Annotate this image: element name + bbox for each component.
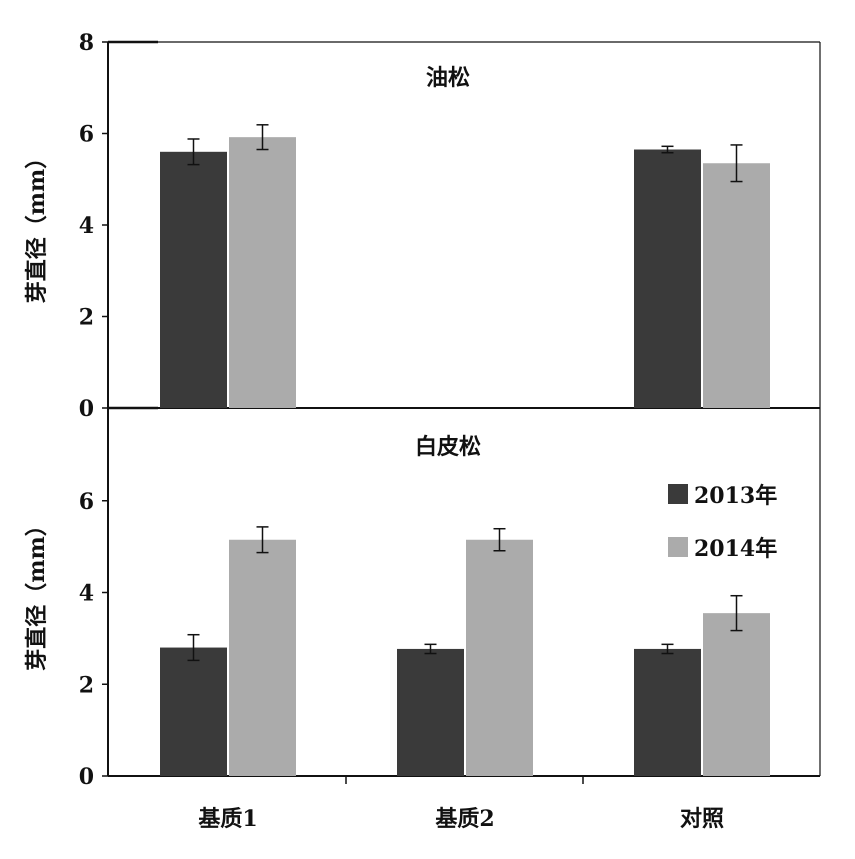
x-category-label: 基质1 [198, 806, 257, 832]
y-tick-label: 0 [79, 396, 94, 422]
legend-swatch-2013 [668, 484, 688, 504]
y-tick-label: 0 [79, 764, 94, 790]
x-category-label: 基质2 [435, 806, 494, 832]
bar-2014 [229, 539, 296, 776]
bar-2014 [466, 539, 533, 776]
y-tick-label: 6 [79, 122, 94, 148]
bar-2014 [703, 163, 770, 408]
legend-label: 2013年 [694, 483, 777, 509]
y-axis-label: 芽直径（mm） [24, 514, 50, 671]
bar-2013 [397, 648, 464, 776]
bar-2013 [634, 648, 701, 776]
y-tick-label: 2 [79, 305, 94, 331]
x-category-label: 对照 [680, 806, 724, 832]
y-axis-label: 芽直径（mm） [24, 147, 50, 304]
bar-2013 [160, 151, 227, 409]
legend-swatch-2014 [668, 537, 688, 557]
bar-2014 [229, 137, 296, 408]
bar-2014 [703, 613, 770, 776]
y-tick-label: 8 [79, 30, 94, 56]
panel-title: 白皮松 [415, 434, 481, 460]
y-tick-label: 4 [79, 213, 94, 239]
bar-2013 [634, 149, 701, 408]
y-tick-label: 4 [79, 581, 94, 607]
y-tick-label: 2 [79, 672, 94, 698]
bar-2013 [160, 647, 227, 776]
y-tick-label: 6 [79, 489, 94, 515]
panel-title: 油松 [426, 65, 470, 91]
legend-label: 2014年 [694, 536, 777, 562]
